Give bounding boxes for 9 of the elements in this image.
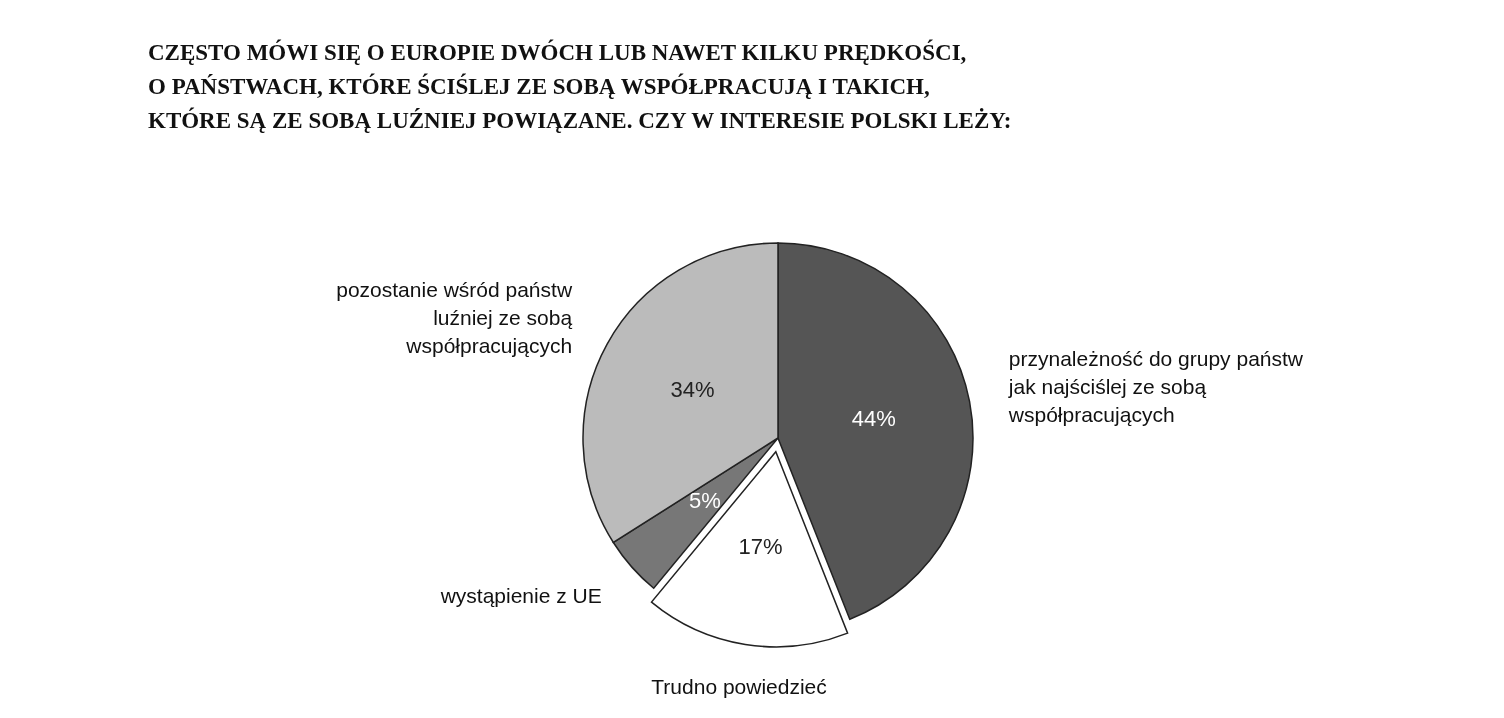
slice-label: wystąpienie z UE (439, 584, 602, 608)
slice-label: przynależność do grupy państw jak najściślej ze sobą współpracujących (1007, 346, 1304, 426)
slice-label: pozostanie wśród państw luźniej ze sobą współpracujących (336, 277, 573, 357)
data-label: 5% (688, 488, 721, 514)
chart-title: CZĘSTO MÓWI SIĘ O EUROPIE DWÓCH LUB NAWET KILKU PRĘDKOŚCI, O PAŃSTWACH, KTÓRE ŚCIŚLEJ ZE SOBĄ WSPÓŁPRACUJĄ I TAKICH, KTÓRE SĄ ZE SOBĄ LUŹNIEJ POWIĄZANE. CZY W INTERESIE POLSKI LEŻY: (148, 39, 1012, 133)
data-label: 17% (738, 533, 783, 559)
data-label: 34% (670, 376, 715, 402)
slice-label: Trudno powiedzieć (651, 674, 827, 698)
data-label: 44% (851, 405, 896, 431)
